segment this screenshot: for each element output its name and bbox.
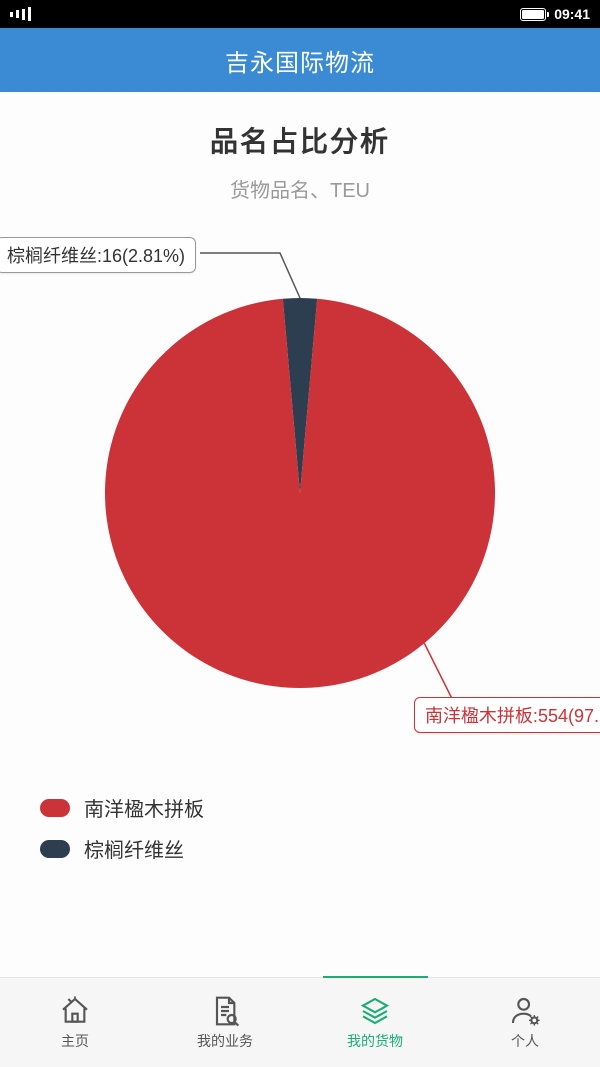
legend-label: 南洋楹木拼板: [84, 793, 204, 822]
tab-indicator: [323, 976, 428, 978]
document-search-icon: [209, 995, 241, 1027]
layers-icon: [359, 995, 391, 1027]
signal-icon: [10, 7, 32, 21]
status-time: 09:41: [554, 6, 590, 22]
legend-label: 棕榈纤维丝: [84, 834, 184, 863]
person-gear-icon: [509, 995, 541, 1027]
battery-icon: [520, 8, 546, 21]
tab-cargo[interactable]: 我的货物: [300, 978, 450, 1067]
tab-label: 我的货物: [347, 1031, 403, 1051]
header-title: 吉永国际物流: [225, 43, 375, 78]
pie-callout: 棕榈纤维丝:16(2.81%): [0, 237, 196, 273]
chart-legend: 南洋楹木拼板 棕榈纤维丝: [40, 793, 600, 863]
pie-callout: 南洋楹木拼板:554(97.: [414, 697, 600, 733]
home-icon: [59, 995, 91, 1027]
tab-profile[interactable]: 个人: [450, 978, 600, 1067]
tab-label: 我的业务: [197, 1031, 253, 1051]
tab-label: 主页: [61, 1031, 89, 1051]
status-bar: 09:41: [0, 0, 600, 28]
legend-item: 南洋楹木拼板: [40, 793, 600, 822]
legend-item: 棕榈纤维丝: [40, 834, 600, 863]
app-header: 吉永国际物流: [0, 28, 600, 92]
chart-subtitle: 货物品名、TEU: [0, 174, 600, 203]
legend-swatch: [40, 840, 70, 858]
bottom-tabbar: 主页 我的业务 我的货物 个人: [0, 977, 600, 1067]
legend-swatch: [40, 799, 70, 817]
tab-business[interactable]: 我的业务: [150, 978, 300, 1067]
tab-label: 个人: [511, 1031, 539, 1051]
content-area: 品名占比分析 货物品名、TEU 棕榈纤维丝:16(2.81%) 南洋楹木拼板:5…: [0, 92, 600, 977]
tab-home[interactable]: 主页: [0, 978, 150, 1067]
chart-title: 品名占比分析: [0, 120, 600, 160]
pie-chart: 棕榈纤维丝:16(2.81%) 南洋楹木拼板:554(97.: [0, 233, 600, 753]
